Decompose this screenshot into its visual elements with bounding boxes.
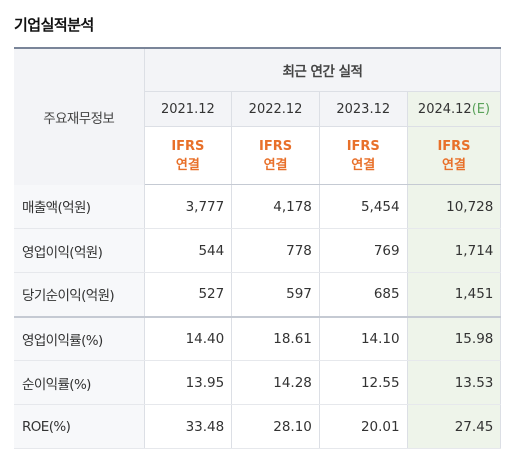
- year-header-2023[interactable]: 2023.12: [319, 91, 408, 127]
- table-cell: 14.40: [144, 315, 233, 361]
- year-header-2021[interactable]: 2021.12: [144, 91, 233, 127]
- table-row-net-margin: 순이익률(%) 13.95 14.28 12.55 13.53: [14, 360, 505, 405]
- table-row-roe: ROE(%) 33.48 28.10 20.01 27.45: [14, 404, 505, 449]
- table-cell: 3,777: [144, 184, 233, 229]
- row-header-label: 주요재무정보: [14, 47, 145, 185]
- row-label-roe: ROE(%): [14, 404, 145, 449]
- row-label-operating-margin: 영업이익률(%): [14, 315, 145, 361]
- table-cell: 33.48: [144, 404, 233, 449]
- table-cell: 1,451: [407, 272, 502, 317]
- estimate-mark: (E): [471, 101, 491, 117]
- table-cell: 28.10: [231, 404, 320, 449]
- table-row-operating-profit: 영업이익(억원) 544 778 769 1,714: [14, 228, 505, 273]
- table-edge: [500, 48, 505, 92]
- row-label-net-income: 당기순이익(억원): [14, 272, 145, 317]
- group-header: 최근 연간 실적: [144, 47, 502, 92]
- table-cell: 527: [144, 272, 233, 317]
- table-cell: 5,454: [319, 184, 408, 229]
- table-row-net-income: 당기순이익(억원) 527 597 685 1,451: [14, 272, 505, 317]
- accounting-basis-2024: IFRS 연결: [407, 126, 502, 185]
- table-cell: 27.45: [407, 404, 502, 449]
- table-cell: 1,714: [407, 228, 502, 273]
- financial-summary-table: 주요재무정보 최근 연간 실적 2021.12 2022.12 2023.12 …: [14, 47, 505, 449]
- table-cell: 20.01: [319, 404, 408, 449]
- table-cell: 597: [231, 272, 320, 317]
- year-header-2022[interactable]: 2022.12: [231, 91, 320, 127]
- section-title: 기업실적분석: [14, 16, 94, 34]
- row-label-revenue: 매출액(억원): [14, 184, 145, 229]
- table-cell: 13.53: [407, 360, 502, 405]
- table-cell: 778: [231, 228, 320, 273]
- table-row-operating-margin: 영업이익률(%) 14.40 18.61 14.10 15.98: [14, 315, 505, 361]
- accounting-basis-2022: IFRS 연결: [231, 126, 320, 185]
- table-cell: 544: [144, 228, 233, 273]
- table-cell: 4,178: [231, 184, 320, 229]
- table-cell: 18.61: [231, 315, 320, 361]
- table-cell: 13.95: [144, 360, 233, 405]
- table-cell: 14.28: [231, 360, 320, 405]
- row-label-operating-profit: 영업이익(억원): [14, 228, 145, 273]
- table-cell: 769: [319, 228, 408, 273]
- accounting-basis-2021: IFRS 연결: [144, 126, 233, 185]
- table-cell: 10,728: [407, 184, 502, 229]
- table-cell: 14.10: [319, 315, 408, 361]
- table-cell: 12.55: [319, 360, 408, 405]
- table-cell: 685: [319, 272, 408, 317]
- table-row-revenue: 매출액(억원) 3,777 4,178 5,454 10,728: [14, 184, 505, 229]
- year-header-2024-estimate[interactable]: 2024.12(E): [407, 91, 502, 127]
- table-cell: 15.98: [407, 315, 502, 361]
- row-label-net-margin: 순이익률(%): [14, 360, 145, 405]
- accounting-basis-2023: IFRS 연결: [319, 126, 408, 185]
